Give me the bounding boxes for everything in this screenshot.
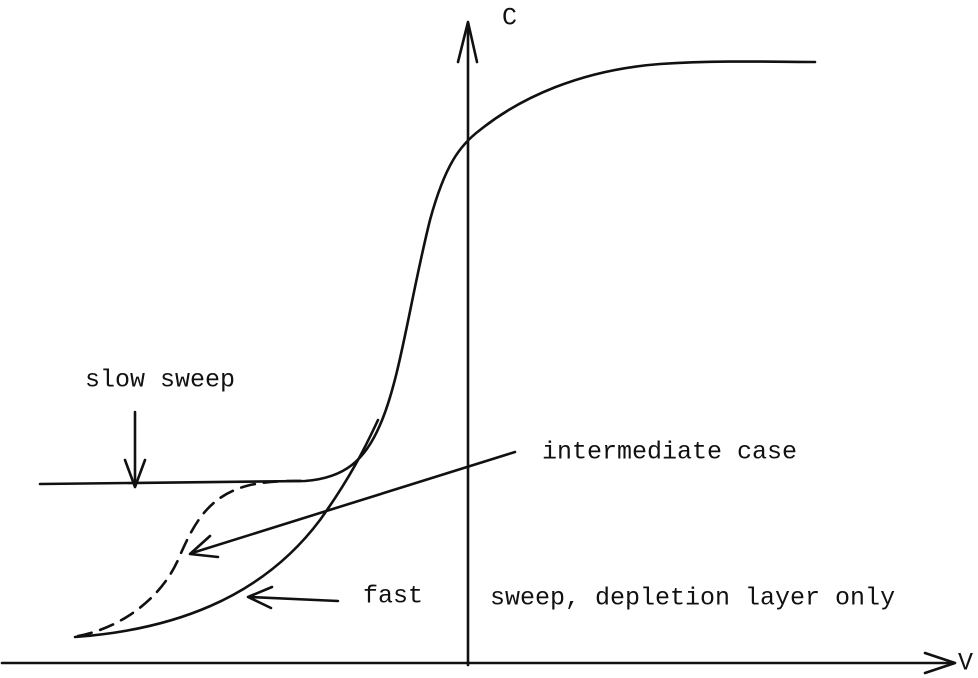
y-axis-arrow bbox=[456, 20, 479, 64]
intermediate-arrowhead bbox=[188, 534, 220, 559]
fast-arrow bbox=[248, 595, 340, 603]
fast-sweep-curve bbox=[73, 418, 380, 639]
intermediate-curve bbox=[76, 479, 307, 638]
fast-label: fast bbox=[363, 582, 423, 611]
y-axis-label: C bbox=[502, 4, 517, 33]
x-axis-arrow bbox=[923, 651, 957, 675]
slow-sweep-label: slow sweep bbox=[85, 366, 235, 395]
depletion-label: sweep, depletion layer only bbox=[490, 584, 895, 613]
intermediate-arrow bbox=[190, 450, 517, 555]
x-axis-label: V bbox=[958, 649, 973, 678]
fast-arrowhead bbox=[246, 585, 274, 610]
intermediate-label: intermediate case bbox=[542, 438, 797, 467]
slow-sweep-arrowhead bbox=[123, 458, 147, 489]
slow-sweep-curve bbox=[38, 60, 817, 486]
